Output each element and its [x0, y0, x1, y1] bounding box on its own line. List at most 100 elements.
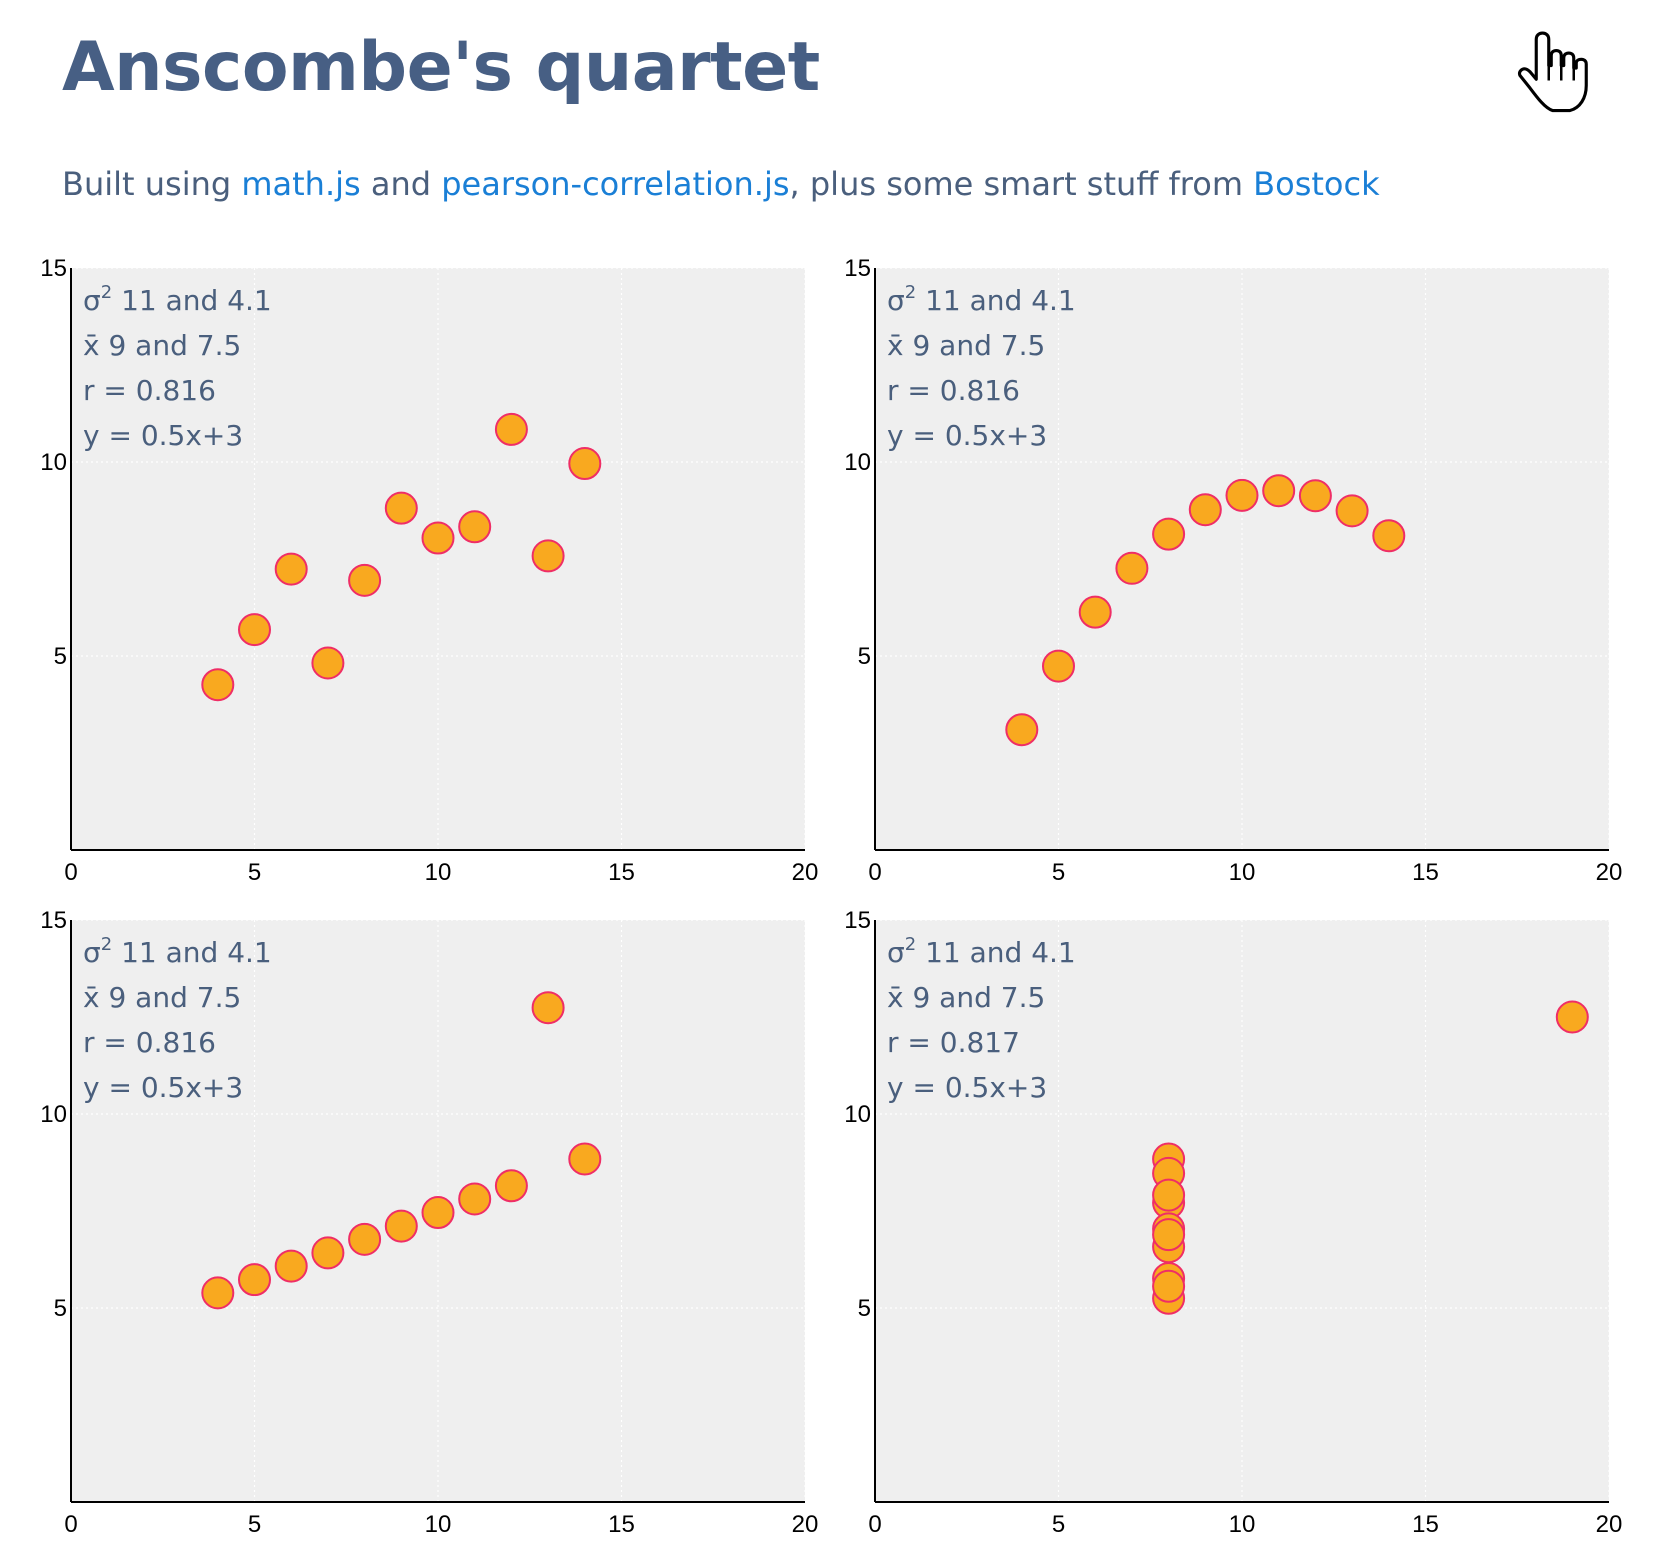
data-point: [531, 539, 565, 573]
data-point: [311, 1236, 345, 1270]
chart-2: 0 5 10 15 20 5 10 15 σ2 11 and 4.1 x̄ 9 and 7.5 r …: [844, 255, 1622, 886]
x-tick-label: 5: [248, 859, 261, 886]
x-tick-label: 5: [248, 1511, 261, 1538]
data-point: [568, 447, 602, 481]
data-point: [1225, 478, 1259, 512]
data-point: [531, 991, 565, 1025]
x-tick-label: 0: [868, 859, 881, 886]
y-tick-label: 15: [844, 255, 871, 282]
y-tick-label: 10: [844, 449, 871, 476]
data-point: [1115, 551, 1149, 585]
stat-mean: x̄ 9 and 7.5: [83, 981, 241, 1014]
data-point: [1152, 1269, 1186, 1303]
stat-variance: σ2 11 and 4.1: [887, 934, 1076, 969]
sigma-symbol: σ: [83, 936, 101, 969]
pearson-correlation-link[interactable]: pearson-correlation.js: [441, 165, 790, 203]
data-point: [568, 1142, 602, 1176]
y-tick-label: 15: [844, 907, 871, 934]
y-tick-label: 10: [40, 449, 67, 476]
x-tick-label: 0: [64, 1511, 77, 1538]
x-tick-label: 15: [608, 859, 635, 886]
page-subtitle: Built using math.js and pearson-correlat…: [62, 165, 1380, 203]
data-point: [1262, 474, 1296, 508]
x-tick-label: 10: [425, 859, 452, 886]
superscript-2: 2: [905, 934, 916, 955]
bostock-link[interactable]: Bostock: [1253, 165, 1380, 203]
hand-pointer-cursor-icon: [1517, 31, 1588, 113]
chart-4: 0 5 10 15 20 5 10 15 σ2 11 and 4.1 x̄ 9 and 7.5 r …: [844, 907, 1622, 1538]
y-tick-label: 10: [844, 1101, 871, 1128]
superscript-2: 2: [905, 282, 916, 303]
data-point: [348, 1222, 382, 1256]
stat-r: r = 0.816: [83, 1026, 216, 1059]
data-point: [1298, 479, 1332, 513]
data-point: [458, 1182, 492, 1216]
y-tick-label: 15: [40, 907, 67, 934]
variance-value: 11 and 4.1: [112, 284, 272, 317]
sigma-symbol: σ: [83, 284, 101, 317]
x-tick-label: 20: [792, 859, 819, 886]
data-point: [421, 521, 455, 555]
data-point: [201, 1276, 235, 1310]
x-tick-label: 20: [1596, 859, 1623, 886]
x-tick-label: 10: [1229, 1511, 1256, 1538]
stat-mean: x̄ 9 and 7.5: [887, 981, 1045, 1014]
stat-variance: σ2 11 and 4.1: [83, 282, 272, 317]
x-tick-label: 0: [868, 1511, 881, 1538]
stat-variance: σ2 11 and 4.1: [887, 282, 1076, 317]
x-tick-label: 15: [1412, 859, 1439, 886]
data-point: [1005, 713, 1039, 747]
data-point: [348, 563, 382, 597]
data-point: [384, 1209, 418, 1243]
stat-r: r = 0.816: [83, 374, 216, 407]
sigma-symbol: σ: [887, 936, 905, 969]
superscript-2: 2: [101, 934, 112, 955]
data-point: [1188, 493, 1222, 527]
x-tick-label: 10: [425, 1511, 452, 1538]
y-tick-label: 5: [858, 1295, 871, 1322]
superscript-2: 2: [101, 282, 112, 303]
variance-value: 11 and 4.1: [916, 936, 1076, 969]
stat-fit: y = 0.5x+3: [83, 419, 243, 452]
data-point: [494, 1169, 528, 1203]
data-point: [311, 646, 345, 680]
data-point: [1152, 1178, 1186, 1212]
data-point: [1372, 519, 1406, 553]
data-point: [458, 510, 492, 544]
x-tick-label: 15: [608, 1511, 635, 1538]
subtitle-prefix: Built using: [62, 165, 242, 203]
variance-value: 11 and 4.1: [112, 936, 272, 969]
x-tick-label: 5: [1052, 859, 1065, 886]
x-tick-label: 15: [1412, 1511, 1439, 1538]
data-point: [1078, 595, 1112, 629]
y-tick-label: 5: [858, 643, 871, 670]
x-tick-label: 5: [1052, 1511, 1065, 1538]
subtitle-mid2: , plus some smart stuff from: [789, 165, 1254, 203]
data-point: [1152, 517, 1186, 551]
sigma-symbol: σ: [887, 284, 905, 317]
chart-3: 0 5 10 15 20 5 10 15 σ2 11 and 4.1 x̄ 9 and 7.5 r …: [40, 907, 818, 1538]
x-tick-label: 20: [1596, 1511, 1623, 1538]
subtitle-mid1: and: [360, 165, 442, 203]
variance-value: 11 and 4.1: [916, 284, 1076, 317]
stat-fit: y = 0.5x+3: [887, 1071, 1047, 1104]
data-point: [1555, 1000, 1589, 1034]
y-tick-label: 5: [54, 643, 67, 670]
mathjs-link[interactable]: math.js: [241, 165, 361, 203]
stat-mean: x̄ 9 and 7.5: [887, 329, 1045, 362]
stat-fit: y = 0.5x+3: [83, 1071, 243, 1104]
data-point: [494, 412, 528, 446]
chart-1: 0 5 10 15 20 5 10 15 σ2 11 and 4.1 x̄ 9 and 7.5 r …: [40, 255, 818, 886]
data-point: [274, 552, 308, 586]
data-point: [1042, 649, 1075, 683]
stat-variance: σ2 11 and 4.1: [83, 934, 272, 969]
data-point: [238, 613, 271, 647]
stat-r: r = 0.817: [887, 1026, 1020, 1059]
data-point: [238, 1263, 271, 1297]
stat-mean: x̄ 9 and 7.5: [83, 329, 241, 362]
data-point: [1335, 494, 1369, 528]
stat-fit: y = 0.5x+3: [887, 419, 1047, 452]
data-point: [274, 1249, 308, 1283]
y-tick-label: 5: [54, 1295, 67, 1322]
